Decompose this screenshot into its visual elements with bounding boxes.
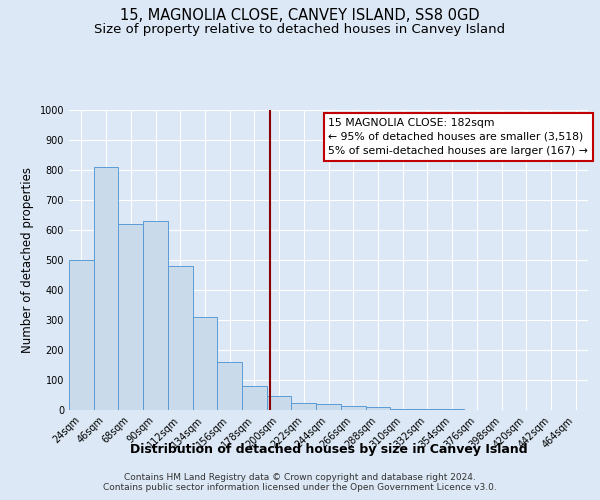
Bar (365, 407, 390, 410)
Bar (292, 404, 316, 410)
Bar (118, 224, 143, 410)
Text: Contains public sector information licensed under the Open Government Licence v3: Contains public sector information licen… (103, 484, 497, 492)
Bar (242, 386, 267, 410)
Bar (217, 362, 242, 410)
Text: Size of property relative to detached houses in Canvey Island: Size of property relative to detached ho… (94, 22, 506, 36)
Bar (168, 266, 193, 410)
Y-axis label: Number of detached properties: Number of detached properties (21, 167, 34, 353)
Bar (341, 406, 365, 410)
Bar (316, 404, 341, 410)
Text: 15, MAGNOLIA CLOSE, CANVEY ISLAND, SS8 0GD: 15, MAGNOLIA CLOSE, CANVEY ISLAND, SS8 0… (120, 8, 480, 22)
Bar (143, 221, 168, 410)
Bar (69, 260, 94, 410)
Bar (390, 408, 415, 410)
Text: Distribution of detached houses by size in Canvey Island: Distribution of detached houses by size … (130, 442, 527, 456)
Bar (193, 317, 217, 410)
Text: Contains HM Land Registry data © Crown copyright and database right 2024.: Contains HM Land Registry data © Crown c… (124, 472, 476, 482)
Text: 15 MAGNOLIA CLOSE: 182sqm
← 95% of detached houses are smaller (3,518)
5% of sem: 15 MAGNOLIA CLOSE: 182sqm ← 95% of detac… (329, 118, 589, 156)
Bar (267, 396, 292, 410)
Bar (94, 167, 118, 410)
Bar (415, 409, 440, 410)
